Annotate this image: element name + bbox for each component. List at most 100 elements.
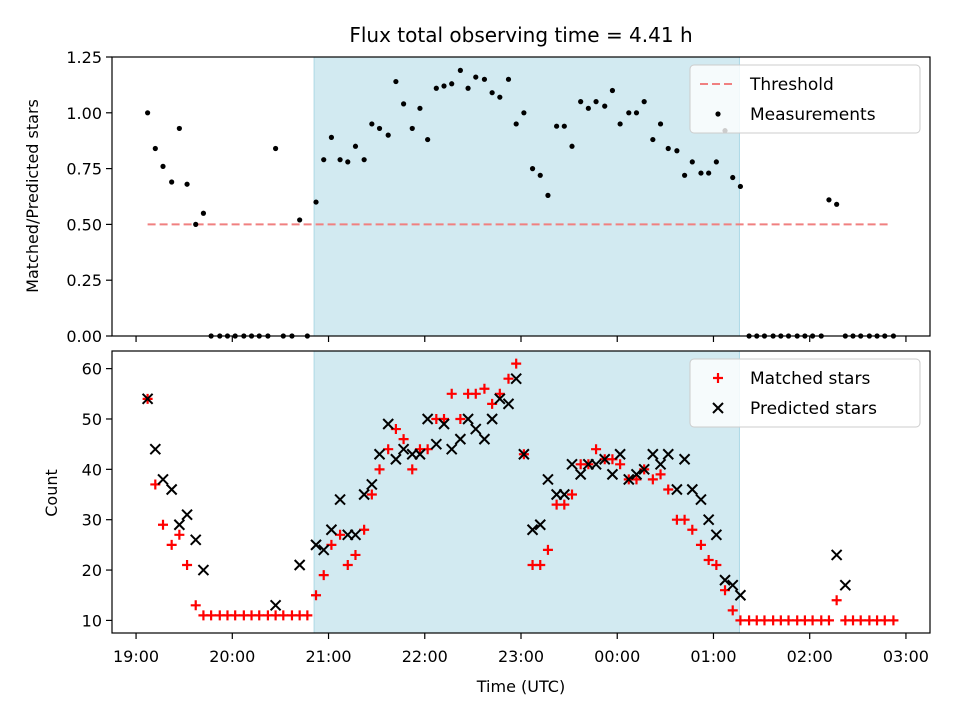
matched-point — [455, 413, 466, 424]
predicted-point — [157, 473, 169, 486]
measurement-point — [145, 110, 151, 116]
measurement-point — [569, 143, 575, 149]
measurement-point — [465, 85, 471, 91]
x-tick-label: 03:00 — [883, 647, 929, 666]
matched-point — [663, 484, 674, 495]
matched-point — [302, 610, 313, 621]
predicted-point — [382, 418, 394, 430]
measurement-point — [376, 125, 383, 132]
measurement-point — [513, 121, 519, 127]
predicted-point — [614, 448, 626, 460]
predicted-point — [654, 458, 667, 471]
bottom-panel: 10 20 30 40 50 60 19:00 20:00 21:00 22:00 23:00 00:… — [82, 350, 931, 666]
matched-point — [703, 554, 714, 565]
matched-point — [318, 570, 329, 581]
predicted-point — [446, 443, 458, 455]
predicted-point — [190, 534, 202, 546]
predicted-point — [494, 393, 506, 405]
x-axis-label: Time (UTC) — [476, 677, 565, 696]
measurement-point — [602, 103, 608, 109]
legend-box — [689, 64, 921, 134]
measurement-point — [361, 157, 367, 163]
matched-point — [823, 615, 834, 626]
measurement-point — [425, 136, 431, 143]
measurement-point — [537, 172, 543, 178]
matched-point — [494, 388, 505, 399]
matched-point — [398, 434, 409, 445]
predicted-point — [702, 513, 715, 526]
matched-point — [446, 388, 457, 399]
predicted-point — [141, 393, 154, 405]
measurement-point — [409, 125, 415, 132]
matched-point — [479, 383, 490, 394]
measurement-point — [633, 110, 640, 116]
matched-point — [535, 560, 546, 571]
matched-point — [831, 595, 842, 606]
measurement-point — [713, 159, 719, 165]
predicted-point — [734, 589, 747, 601]
matched-point — [735, 615, 746, 626]
measurement-point — [297, 217, 303, 223]
predicted-point — [414, 448, 426, 460]
predicted-point — [334, 493, 346, 506]
predicted-point — [478, 433, 491, 445]
predicted-point — [662, 448, 674, 460]
predicted-point — [349, 529, 362, 541]
predicted-point — [486, 413, 498, 425]
measurement-point — [417, 105, 423, 111]
measurement-point — [345, 159, 351, 165]
y-tick-label: 60 — [82, 360, 102, 379]
matched-point — [470, 388, 481, 399]
predicted-point — [358, 488, 370, 501]
matched-point — [311, 590, 322, 601]
predicted-point — [566, 458, 578, 471]
y-tick-label: 40 — [82, 460, 102, 479]
measurement-point — [617, 121, 623, 127]
legend-label: Matched stars — [750, 369, 870, 389]
top-panel: 0.00 0.25 0.50 0.75 1.00 1.25 Threshold Measure… — [66, 48, 931, 346]
predicted-point — [173, 519, 186, 531]
measurement-point — [441, 83, 447, 89]
measurement-point — [505, 76, 512, 82]
x-tick-label: 19:00 — [113, 647, 159, 666]
predicted-point — [839, 579, 852, 591]
predicted-point — [366, 478, 378, 491]
legend-matched-marker — [713, 373, 723, 383]
predicted-point — [606, 468, 619, 481]
measurement-point — [400, 101, 407, 107]
measurement-point — [200, 210, 207, 216]
legend-box — [689, 358, 921, 428]
measurement-point — [169, 179, 175, 185]
predicted-point — [397, 443, 410, 455]
predicted-point — [149, 443, 162, 455]
measurement-point — [561, 123, 567, 129]
measurement-point — [585, 105, 591, 111]
y-tick-label: 20 — [82, 561, 102, 580]
measurement-point — [674, 148, 680, 154]
measurement-point — [626, 110, 632, 116]
predicted-point — [470, 423, 482, 435]
measurement-point — [578, 99, 584, 105]
y-tick-label: 0.00 — [66, 327, 102, 346]
matched-point — [383, 444, 394, 455]
predicted-point — [727, 579, 739, 591]
predicted-point — [518, 448, 530, 460]
measurement-point — [152, 145, 158, 152]
predicted-point — [318, 544, 330, 556]
predicted-point — [534, 519, 546, 531]
predicted-point — [719, 574, 731, 586]
y-tick-label: 50 — [82, 410, 102, 429]
matched-point — [759, 615, 770, 626]
matched-point — [615, 459, 626, 470]
matched-point — [855, 615, 866, 626]
measurement-point — [352, 143, 359, 149]
measurement-point — [689, 159, 695, 165]
measurement-point — [641, 99, 647, 105]
predicted-point — [421, 413, 434, 425]
predicted-point — [710, 529, 723, 541]
matched-point — [190, 600, 201, 611]
y-tick-label: 10 — [82, 611, 102, 630]
y-tick-label: 1.00 — [66, 104, 102, 123]
predicted-point — [599, 453, 611, 465]
matched-point — [182, 560, 193, 571]
